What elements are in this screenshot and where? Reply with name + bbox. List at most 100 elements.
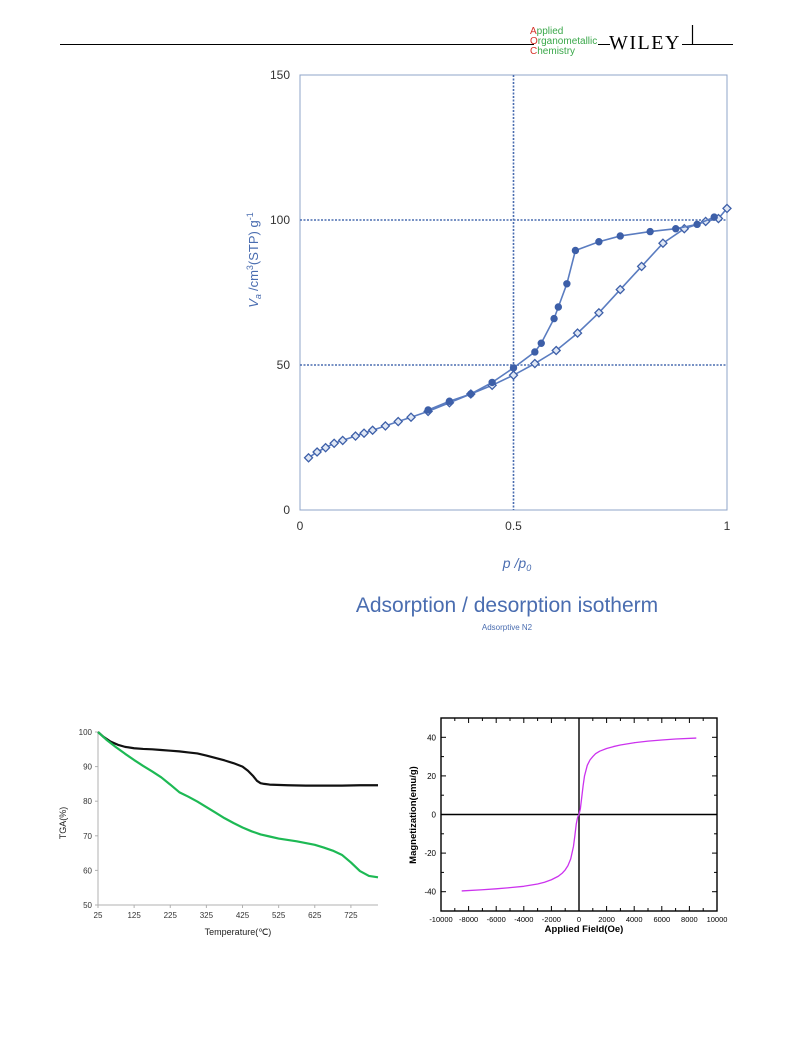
- isotherm-point-filled: [710, 213, 718, 221]
- isotherm-reference-lines: [300, 75, 727, 510]
- tga-x-axis-label: Temperature(℃): [205, 927, 272, 937]
- isotherm-point-filled: [571, 246, 580, 255]
- mag-hysteresis-curve: [461, 737, 697, 892]
- isotherm-point-open: [508, 370, 519, 381]
- isotherm-point-open: [722, 203, 732, 214]
- tga-figure: 50 60 70 80 90 100 25 125 225 325 425 525 625 725 TG…: [50, 715, 400, 945]
- isotherm-point-open: [572, 328, 583, 339]
- isotherm-point-filled: [693, 220, 701, 229]
- isotherm-point-open: [320, 442, 331, 453]
- isotherm-point-open: [615, 284, 626, 295]
- tga-y-tick-label: 70: [83, 832, 92, 841]
- isotherm-point-open: [529, 358, 540, 369]
- y-label-var: V: [246, 298, 261, 308]
- mag-x-tick-label: -2000: [542, 915, 561, 924]
- isotherm-point-open: [367, 425, 378, 436]
- mag-x-tick-label: 6000: [653, 915, 670, 924]
- page-header: Applied Organometallic Chemistry WILEY: [0, 0, 793, 60]
- tga-x-tick-label: 25: [94, 911, 103, 920]
- isotherm-point-open: [329, 438, 340, 449]
- isotherm-x-tick-label: 0: [297, 519, 304, 533]
- x-label-subscript: 0: [526, 563, 531, 573]
- isotherm-subtitle: Adsorptive N2: [482, 623, 533, 632]
- isotherm-point-open: [406, 412, 416, 423]
- tga-x-ticks: 25 125 225 325 425 525 625 725: [94, 905, 358, 920]
- tga-y-tick-label: 90: [83, 763, 92, 772]
- isotherm-point-filled: [531, 348, 539, 356]
- isotherm-point-open: [551, 345, 562, 356]
- isotherm-point-filled: [467, 390, 475, 398]
- tga-x-tick-label: 425: [236, 911, 250, 920]
- journal-rest-1: pplied: [537, 26, 564, 37]
- mag-y-tick-label: 40: [427, 733, 436, 742]
- y-label-unit-sup2: -1: [245, 212, 255, 220]
- mag-x-tick-label: 2000: [598, 915, 615, 924]
- tga-y-ticks: 50 60 70 80 90 100: [79, 728, 98, 910]
- journal-initial-c: C: [530, 46, 537, 57]
- mag-y-tick-label: 0: [432, 811, 437, 820]
- mag-x-tick-label: 8000: [681, 915, 698, 924]
- mag-series: [461, 737, 697, 892]
- isotherm-point-filled: [595, 238, 603, 246]
- x-label-sub: /p: [514, 555, 527, 571]
- tga-x-tick-label: 725: [344, 911, 358, 920]
- isotherm-point-open: [359, 428, 369, 439]
- y-label-unit-tail: (STP) g: [246, 220, 261, 265]
- tga-y-tick-label: 100: [79, 728, 93, 737]
- isotherm-y-tick-label: 150: [270, 68, 290, 82]
- tga-series: [97, 731, 379, 879]
- isotherm-point-open: [303, 452, 314, 463]
- journal-line-1: Applied: [530, 26, 563, 37]
- tga-x-tick-label: 225: [164, 911, 178, 920]
- mag-x-tick-label: -4000: [514, 915, 533, 924]
- isotherm-point-filled: [488, 378, 496, 387]
- publisher-logo: WILEY: [609, 32, 681, 54]
- isotherm-x-tick-label: 1: [724, 519, 731, 533]
- tga-series-green-line: [97, 731, 379, 879]
- isotherm-series-line: [427, 216, 715, 411]
- tga-x-tick-label: 525: [272, 911, 286, 920]
- isotherm-x-tick-label: 0.5: [505, 519, 522, 533]
- journal-rest-2: rganometallic: [538, 36, 597, 47]
- tga-y-tick-label: 60: [83, 866, 92, 875]
- magnetization-figure: -40 -20 0 20 40 -10000 -8000 -6000 -4000 -2000 0 2…: [400, 715, 750, 945]
- isotherm-point-filled: [616, 232, 624, 240]
- journal-rest-3: hemistry: [537, 46, 575, 57]
- isotherm-point-filled: [563, 280, 571, 288]
- mag-x-axis-label: Applied Field(Oe): [545, 924, 624, 935]
- mag-x-tick-label: 4000: [626, 915, 643, 924]
- tga-chart: 50 60 70 80 90 100 25 125 225 325 425 525 625 725 TG…: [58, 728, 379, 937]
- isotherm-figure: 0 50 100 150 0 0.5 1 p/p0 Va/cm3(STP) g-1 Ads…: [230, 60, 770, 640]
- isotherm-y-tick-label: 0: [283, 503, 290, 517]
- journal-initial-a: A: [530, 26, 537, 37]
- isotherm-point-filled: [554, 303, 563, 311]
- isotherm-point-filled: [550, 314, 558, 323]
- isotherm-point-open: [636, 261, 647, 272]
- magnetization-chart: -40 -20 0 20 40 -10000 -8000 -6000 -4000 -2000 0 2…: [408, 717, 728, 935]
- tga-x-tick-label: 325: [200, 911, 214, 920]
- isotherm-point-open: [658, 238, 668, 249]
- mag-x-tick-label: -8000: [459, 915, 478, 924]
- isotherm-point-filled: [445, 397, 454, 405]
- isotherm-y-axis-label: Va/cm3(STP) g-1: [245, 212, 263, 307]
- mag-x-tick-label: -10000: [429, 915, 452, 924]
- isotherm-x-ticks: 0 0.5 1: [297, 519, 731, 533]
- y-label-unit: /cm: [246, 270, 261, 291]
- journal-line-2: Organometallic: [530, 36, 597, 47]
- y-label-var-sub: a: [253, 294, 263, 299]
- y-label-unit-sup: 3: [245, 265, 255, 270]
- isotherm-point-filled: [672, 225, 680, 233]
- tga-y-axis-label: TGA(%): [58, 807, 68, 840]
- isotherm-point-open: [380, 420, 391, 431]
- mag-x-tick-label: 10000: [707, 915, 728, 924]
- isotherm-point-open: [337, 435, 348, 446]
- mag-y-tick-label: -20: [424, 849, 436, 858]
- mag-y-ticks: -40 -20 0 20 40: [424, 717, 717, 912]
- isotherm-series: [303, 203, 732, 463]
- isotherm-title: Adsorption / desorption isotherm: [356, 594, 658, 617]
- isotherm-point-filled: [424, 406, 432, 414]
- isotherm-y-ticks: 0 50 100 150: [270, 68, 290, 517]
- mag-x-tick-label: -6000: [487, 915, 506, 924]
- mag-y-axis-label: Magnetization(emu/g): [408, 766, 419, 864]
